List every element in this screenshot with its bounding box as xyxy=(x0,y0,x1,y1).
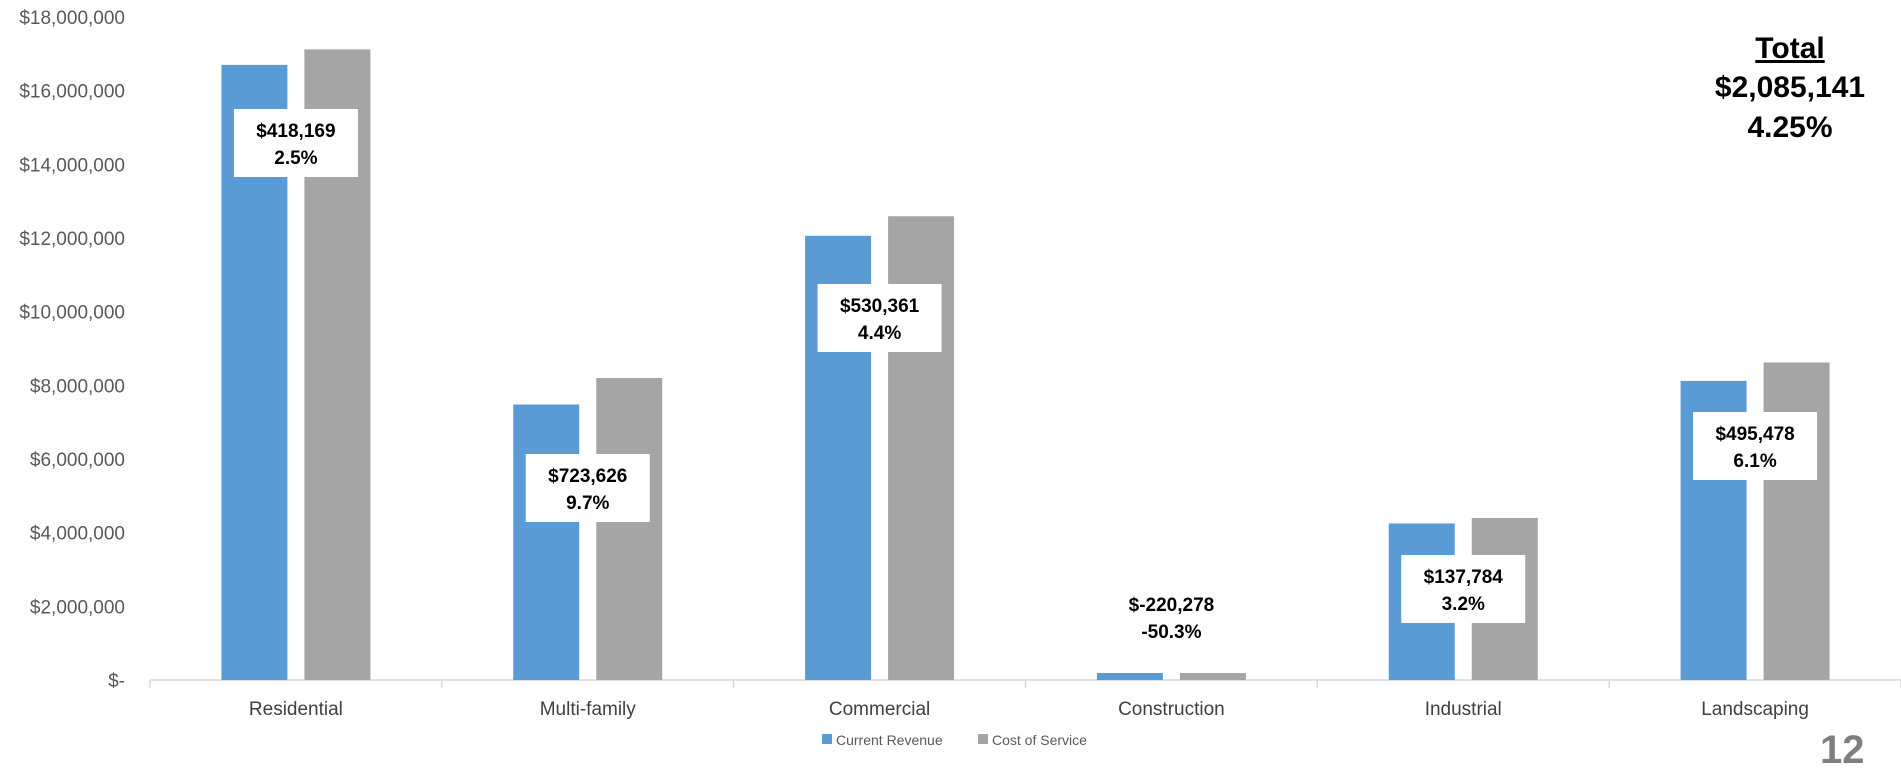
data-label-box xyxy=(1401,555,1526,623)
x-tick-label: Commercial xyxy=(829,699,930,720)
x-tick-label: Landscaping xyxy=(1701,699,1809,720)
data-label-percent: 2.5% xyxy=(274,148,317,169)
data-label-percent: 9.7% xyxy=(566,493,609,514)
y-tick-label: $6,000,000 xyxy=(30,450,125,471)
y-tick-label: $16,000,000 xyxy=(19,82,125,103)
x-tick-label: Construction xyxy=(1118,699,1225,720)
data-label-box xyxy=(525,454,650,522)
data-label-amount: $530,361 xyxy=(840,296,920,317)
x-tick-label: Residential xyxy=(249,699,343,720)
legend: Current Revenue Cost of Service xyxy=(822,732,1087,748)
data-label-box xyxy=(817,284,942,352)
legend-swatch xyxy=(978,734,988,744)
y-tick-label: $14,000,000 xyxy=(19,155,125,176)
x-tick-label: Multi-family xyxy=(540,699,637,720)
bar-current-revenue xyxy=(1096,673,1163,680)
data-labels: $418,169 2.5% $723,626 9.7% $530,361 4.4% $-22… xyxy=(233,109,1818,643)
data-label-amount: $495,478 xyxy=(1715,424,1794,445)
x-axis: Residential Multi-family Commercial Constru… xyxy=(149,680,1901,720)
y-tick-label: $2,000,000 xyxy=(30,597,125,618)
y-tick-label: $18,000,000 xyxy=(19,8,125,29)
total-percent: 4.25% xyxy=(1747,111,1833,144)
data-label-amount: $137,784 xyxy=(1424,567,1504,588)
page-number: 12 xyxy=(1820,728,1865,772)
data-label-percent: 4.4% xyxy=(858,323,901,344)
bar-cost-of-service xyxy=(596,377,663,680)
data-label-box xyxy=(233,109,358,177)
y-tick-label: $- xyxy=(108,671,125,692)
bar-current-revenue xyxy=(513,404,580,680)
total-summary: Total $2,085,141 4.25% xyxy=(1640,30,1901,148)
total-title: Total xyxy=(1755,32,1825,65)
data-label-percent: 3.2% xyxy=(1442,594,1485,615)
x-tick-label: Industrial xyxy=(1425,699,1502,720)
chart-svg: $- $2,000,000 $4,000,000 $6,000,000 $8,000,0… xyxy=(19,8,1901,748)
legend-label: Current Revenue xyxy=(836,732,943,748)
y-axis: $- $2,000,000 $4,000,000 $6,000,000 $8,000,0… xyxy=(19,8,125,692)
total-amount: $2,085,141 xyxy=(1714,71,1866,104)
data-label-amount: $-220,278 xyxy=(1129,595,1215,616)
bar-cost-of-service xyxy=(1763,362,1830,680)
y-tick-label: $12,000,000 xyxy=(19,229,125,250)
data-label-box xyxy=(1693,412,1818,480)
data-label-amount: $723,626 xyxy=(548,466,627,487)
y-tick-label: $8,000,000 xyxy=(30,376,125,397)
legend-swatch xyxy=(822,734,832,744)
data-label-percent: 6.1% xyxy=(1733,451,1776,472)
legend-label: Cost of Service xyxy=(992,732,1087,748)
y-tick-label: $4,000,000 xyxy=(30,524,125,545)
bar-cost-of-service xyxy=(1179,673,1246,680)
data-label-amount: $418,169 xyxy=(256,121,335,142)
y-tick-label: $10,000,000 xyxy=(19,303,125,324)
data-label-percent: -50.3% xyxy=(1141,622,1201,643)
bars xyxy=(221,49,1830,681)
